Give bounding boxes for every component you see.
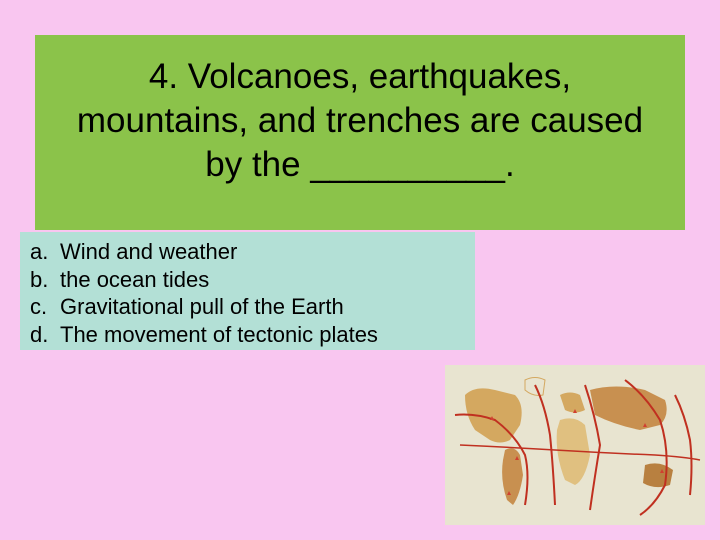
answers-container: a. Wind and weather b. the ocean tides c… [20,232,475,350]
answer-option-d: d. The movement of tectonic plates [30,321,460,349]
answer-option-a: a. Wind and weather [30,238,460,266]
world-map-icon [445,365,705,525]
tectonic-map-image [445,365,705,525]
answer-letter: a. [30,238,60,266]
answer-letter: b. [30,266,60,294]
answer-option-c: c. Gravitational pull of the Earth [30,293,460,321]
question-text: 4. Volcanoes, earthquakes, mountains, an… [65,55,655,186]
answer-list: a. Wind and weather b. the ocean tides c… [30,238,460,348]
answer-letter: d. [30,321,60,349]
answer-text: Gravitational pull of the Earth [60,293,460,321]
question-container: 4. Volcanoes, earthquakes, mountains, an… [35,35,685,230]
answer-text: Wind and weather [60,238,460,266]
answer-text: the ocean tides [60,266,460,294]
question-number: 4. [149,57,178,96]
answer-option-b: b. the ocean tides [30,266,460,294]
answer-text: The movement of tectonic plates [60,321,460,349]
answer-letter: c. [30,293,60,321]
